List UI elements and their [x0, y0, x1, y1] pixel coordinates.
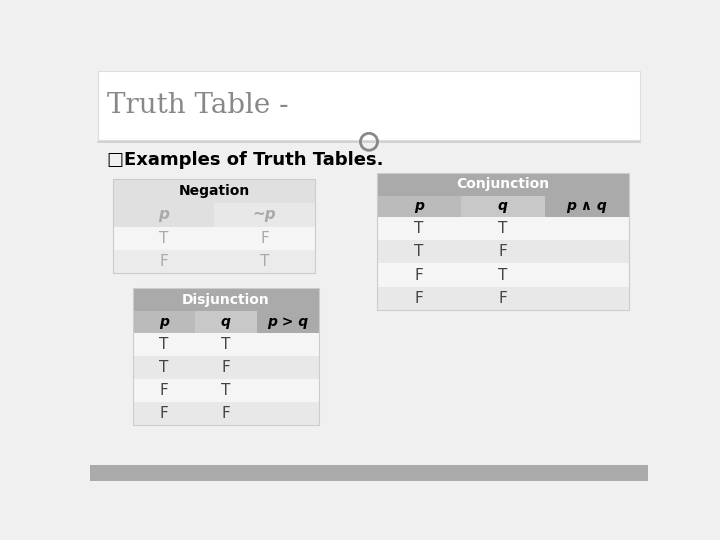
Text: F: F [498, 291, 507, 306]
FancyBboxPatch shape [214, 249, 315, 273]
FancyBboxPatch shape [132, 402, 319, 425]
FancyBboxPatch shape [90, 465, 648, 481]
FancyBboxPatch shape [256, 311, 319, 333]
FancyBboxPatch shape [377, 195, 461, 217]
Text: T: T [221, 337, 230, 352]
Text: F: F [414, 267, 423, 282]
FancyBboxPatch shape [113, 226, 214, 249]
Text: F: F [414, 291, 423, 306]
Text: ~p: ~p [253, 207, 276, 222]
Text: F: F [221, 406, 230, 421]
Text: F: F [159, 383, 168, 398]
Text: T: T [414, 221, 423, 237]
FancyBboxPatch shape [113, 179, 315, 204]
Text: p: p [158, 207, 169, 222]
Text: F: F [221, 360, 230, 375]
Text: T: T [498, 221, 508, 237]
Text: p > q: p > q [267, 315, 308, 329]
Text: Negation: Negation [179, 184, 250, 198]
FancyBboxPatch shape [544, 195, 629, 217]
Text: F: F [260, 231, 269, 246]
FancyBboxPatch shape [132, 311, 194, 333]
Text: T: T [498, 267, 508, 282]
Text: T: T [159, 231, 168, 246]
Text: p: p [414, 199, 423, 213]
FancyBboxPatch shape [98, 71, 640, 140]
Text: T: T [260, 254, 269, 268]
FancyBboxPatch shape [113, 249, 214, 273]
Text: q: q [498, 199, 508, 213]
FancyBboxPatch shape [132, 379, 319, 402]
FancyBboxPatch shape [377, 240, 629, 264]
Text: p: p [158, 315, 168, 329]
FancyBboxPatch shape [377, 287, 629, 309]
Text: T: T [414, 245, 423, 259]
Text: T: T [159, 337, 168, 352]
FancyBboxPatch shape [113, 226, 315, 249]
Text: T: T [221, 383, 230, 398]
FancyBboxPatch shape [113, 204, 214, 226]
Text: Truth Table -: Truth Table - [107, 92, 289, 119]
Text: Disjunction: Disjunction [181, 293, 269, 307]
Text: F: F [159, 406, 168, 421]
FancyBboxPatch shape [377, 264, 629, 287]
Text: □Examples of Truth Tables.: □Examples of Truth Tables. [107, 151, 384, 168]
FancyBboxPatch shape [132, 356, 319, 379]
FancyBboxPatch shape [113, 249, 315, 273]
FancyBboxPatch shape [132, 288, 319, 311]
FancyBboxPatch shape [377, 217, 629, 240]
FancyBboxPatch shape [214, 226, 315, 249]
Text: p ∧ q: p ∧ q [566, 199, 607, 213]
FancyBboxPatch shape [461, 195, 544, 217]
Text: Conjunction: Conjunction [456, 177, 549, 191]
FancyBboxPatch shape [377, 173, 629, 195]
Text: F: F [498, 245, 507, 259]
FancyBboxPatch shape [194, 311, 256, 333]
Text: T: T [159, 360, 168, 375]
FancyBboxPatch shape [214, 204, 315, 226]
Text: q: q [221, 315, 230, 329]
Text: F: F [159, 254, 168, 268]
FancyBboxPatch shape [132, 333, 319, 356]
